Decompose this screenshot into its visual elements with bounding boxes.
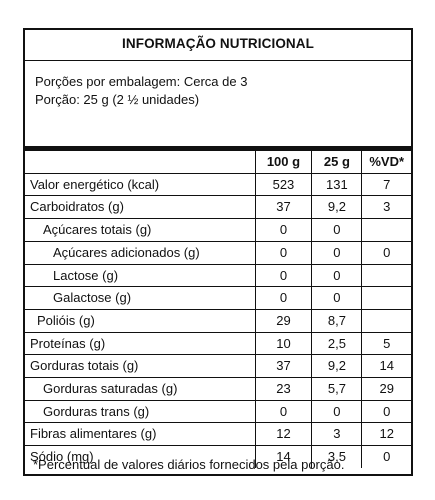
value-per-100g: 23	[254, 377, 312, 401]
daily-value-percent	[361, 286, 411, 310]
daily-value-percent: 29	[361, 377, 411, 401]
value-per-100g: 523	[254, 172, 312, 196]
daily-value-percent: 12	[361, 422, 411, 446]
value-per-25g: 3	[311, 422, 362, 446]
title-divider	[25, 60, 411, 61]
value-per-100g: 37	[254, 195, 312, 219]
header-blank	[25, 150, 256, 174]
daily-value-percent	[361, 263, 411, 287]
table-row: Carboidratos (g) 37 9,2 3	[25, 195, 411, 219]
nutrient-name: Galactose (g)	[25, 286, 256, 310]
value-per-100g: 12	[254, 422, 312, 446]
daily-value-percent	[361, 218, 411, 242]
nutrient-name: Fibras alimentares (g)	[25, 422, 256, 446]
value-per-25g: 9,2	[311, 354, 362, 378]
table-row: Gorduras totais (g) 37 9,2 14	[25, 354, 411, 378]
daily-value-percent: 3	[361, 195, 411, 219]
nutrient-name: Proteínas (g)	[25, 331, 256, 355]
header-25g: 25 g	[311, 150, 362, 174]
header-100g: 100 g	[254, 150, 312, 174]
table-row: Galactose (g) 0 0	[25, 286, 411, 310]
table-row: Açúcares totais (g) 0 0	[25, 218, 411, 242]
value-per-100g: 0	[254, 218, 312, 242]
nutrient-name: Gorduras trans (g)	[25, 399, 256, 423]
table-row: Valor energético (kcal) 523 131 7	[25, 172, 411, 196]
header-vd: %VD*	[361, 150, 411, 174]
nutrient-name: Açúcares adicionados (g)	[25, 240, 256, 265]
daily-value-percent: 14	[361, 354, 411, 378]
table-row: Fibras alimentares (g) 12 3 12	[25, 422, 411, 446]
daily-value-percent: 0	[361, 445, 411, 468]
table-row: Lactose (g) 0 0	[25, 263, 411, 287]
value-per-100g: 0	[254, 286, 312, 310]
value-per-100g: 14	[254, 445, 312, 468]
table-row: Sódio (mg) 14 3,5 0	[25, 445, 411, 468]
value-per-100g: 29	[254, 308, 312, 333]
value-per-25g: 0	[311, 218, 362, 242]
nutrient-name: Carboidratos (g)	[25, 195, 256, 219]
value-per-25g: 0	[311, 263, 362, 287]
value-per-25g: 0	[311, 399, 362, 423]
nutrition-table: 100 g 25 g %VD* Valor energético (kcal) 5…	[25, 150, 411, 468]
value-per-100g: 0	[254, 399, 312, 423]
table-row: Açúcares adicionados (g) 0 0 0	[25, 240, 411, 265]
daily-value-percent: 0	[361, 240, 411, 265]
nutrient-name: Gorduras totais (g)	[25, 354, 256, 378]
table-row: Gorduras saturadas (g) 23 5,7 29	[25, 377, 411, 401]
table-row: Proteínas (g) 10 2,5 5	[25, 331, 411, 355]
table-header-row: 100 g 25 g %VD*	[25, 150, 411, 174]
value-per-25g: 9,2	[311, 195, 362, 219]
footnote: *Percentual de valores diários fornecido…	[33, 457, 345, 472]
value-per-100g: 37	[254, 354, 312, 378]
value-per-25g: 3,5	[311, 445, 362, 468]
value-per-100g: 0	[254, 263, 312, 287]
panel-title: INFORMAÇÃO NUTRICIONAL	[122, 36, 314, 51]
value-per-25g: 5,7	[311, 377, 362, 401]
value-per-25g: 2,5	[311, 331, 362, 355]
nutrient-name: Polióis (g)	[25, 308, 256, 333]
table-row: Polióis (g) 29 8,7	[25, 308, 411, 333]
serving-size: Porção: 25 g (2 ½ unidades)	[35, 92, 200, 107]
daily-value-percent: 0	[361, 399, 411, 423]
value-per-25g: 8,7	[311, 308, 362, 333]
thick-divider	[25, 146, 411, 151]
nutrient-name: Gorduras saturadas (g)	[25, 377, 256, 401]
daily-value-percent	[361, 308, 411, 333]
nutrient-name: Sódio (mg)	[25, 445, 256, 468]
nutrient-name: Lactose (g)	[25, 263, 256, 287]
servings-per-package: Porções por embalagem: Cerca de 3	[35, 74, 248, 89]
value-per-25g: 0	[311, 286, 362, 310]
value-per-25g: 131	[311, 172, 362, 196]
value-per-100g: 0	[254, 240, 312, 265]
nutrition-facts-panel: INFORMAÇÃO NUTRICIONAL Porções por embal…	[23, 28, 413, 476]
nutrient-name: Açúcares totais (g)	[25, 218, 256, 242]
value-per-100g: 10	[254, 331, 312, 355]
daily-value-percent: 5	[361, 331, 411, 355]
table-row: Gorduras trans (g) 0 0 0	[25, 399, 411, 423]
value-per-25g: 0	[311, 240, 362, 265]
daily-value-percent: 7	[361, 172, 411, 196]
nutrient-name: Valor energético (kcal)	[25, 172, 256, 196]
